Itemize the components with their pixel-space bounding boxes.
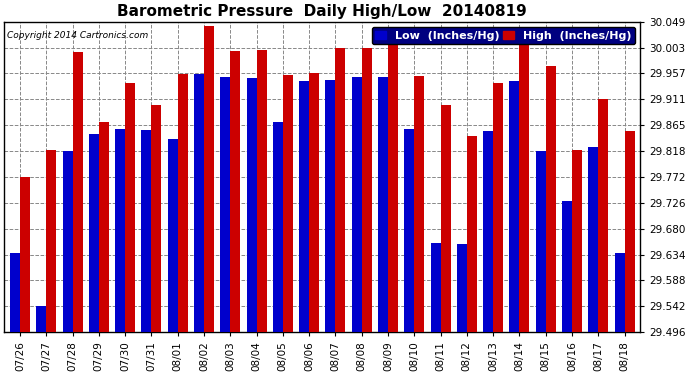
Bar — [257, 50, 266, 332]
Bar — [388, 37, 398, 332]
Bar — [299, 81, 309, 332]
Bar — [125, 83, 135, 332]
Bar — [177, 75, 188, 332]
Bar — [72, 52, 83, 332]
Bar — [378, 77, 388, 332]
Legend: Low  (Inches/Hg), High  (Inches/Hg): Low (Inches/Hg), High (Inches/Hg) — [372, 27, 635, 44]
Bar — [562, 201, 572, 332]
Bar — [467, 136, 477, 332]
Bar — [220, 77, 230, 332]
Bar — [151, 105, 161, 332]
Bar — [615, 253, 624, 332]
Bar — [99, 122, 109, 332]
Bar — [246, 78, 257, 332]
Bar — [520, 37, 529, 332]
Bar — [483, 131, 493, 332]
Title: Barometric Pressure  Daily High/Low  20140819: Barometric Pressure Daily High/Low 20140… — [117, 4, 527, 19]
Bar — [10, 254, 20, 332]
Text: Copyright 2014 Cartronics.com: Copyright 2014 Cartronics.com — [8, 31, 148, 40]
Bar — [335, 48, 346, 332]
Bar — [624, 130, 635, 332]
Bar — [46, 150, 56, 332]
Bar — [326, 80, 335, 332]
Bar — [362, 48, 372, 332]
Bar — [230, 51, 240, 332]
Bar — [141, 130, 151, 332]
Bar — [431, 243, 440, 332]
Bar — [509, 81, 520, 332]
Bar — [457, 244, 467, 332]
Bar — [352, 77, 362, 332]
Bar — [414, 76, 424, 332]
Bar — [63, 151, 72, 332]
Bar — [404, 129, 414, 332]
Bar — [168, 139, 177, 332]
Bar — [493, 83, 503, 332]
Bar — [598, 99, 609, 332]
Bar — [115, 129, 125, 332]
Bar — [37, 306, 46, 332]
Bar — [194, 75, 204, 332]
Bar — [535, 151, 546, 332]
Bar — [546, 66, 555, 332]
Bar — [204, 26, 214, 332]
Bar — [20, 177, 30, 332]
Bar — [273, 122, 283, 332]
Bar — [440, 105, 451, 332]
Bar — [283, 75, 293, 332]
Bar — [309, 73, 319, 332]
Bar — [572, 150, 582, 332]
Bar — [589, 147, 598, 332]
Bar — [89, 135, 99, 332]
